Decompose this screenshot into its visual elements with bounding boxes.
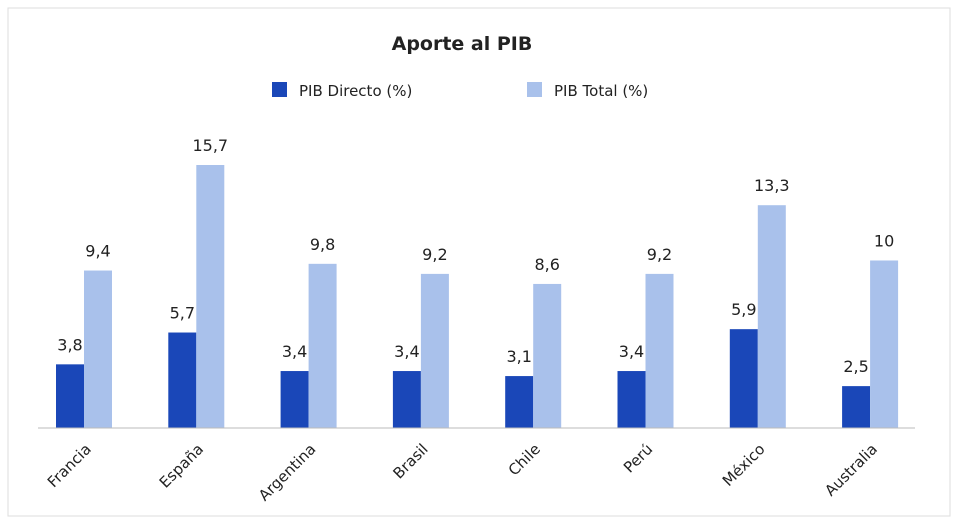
value-label: 3,1 — [506, 347, 531, 366]
x-tick-label: Argentina — [255, 440, 319, 504]
bar — [842, 386, 871, 428]
bar — [505, 376, 534, 428]
value-label: 13,3 — [754, 176, 790, 195]
legend-swatch — [272, 82, 287, 97]
x-tick-label: Chile — [505, 440, 544, 479]
bar — [870, 260, 899, 428]
value-label: 9,8 — [310, 235, 335, 254]
value-label: 5,7 — [170, 304, 195, 323]
value-label: 9,2 — [422, 245, 447, 264]
value-label: 15,7 — [192, 136, 228, 155]
value-label: 9,4 — [85, 242, 110, 261]
bar — [729, 329, 758, 428]
bar — [168, 332, 197, 428]
value-label: 3,4 — [394, 342, 419, 361]
bar — [617, 371, 646, 428]
x-tick-label: Francia — [44, 440, 95, 491]
bar — [392, 371, 421, 428]
value-label: 8,6 — [534, 255, 559, 274]
bar — [196, 165, 225, 428]
chart-frame — [7, 7, 951, 517]
value-label: 2,5 — [843, 357, 868, 376]
value-label: 3,4 — [619, 342, 644, 361]
chart-title: Aporte al PIB — [392, 33, 533, 55]
bar — [533, 283, 562, 428]
bar — [645, 273, 674, 428]
value-label: 9,2 — [647, 245, 672, 264]
x-tick-label: España — [156, 440, 207, 491]
value-label: 5,9 — [731, 300, 756, 319]
bar — [280, 371, 309, 428]
x-tick-label: Australia — [821, 440, 881, 500]
bar — [757, 205, 786, 428]
x-tick-label: México — [719, 440, 769, 490]
value-label: 10 — [874, 231, 894, 250]
bar — [308, 263, 337, 428]
x-tick-label: Perú — [620, 440, 656, 476]
bar — [56, 364, 84, 428]
legend-label: PIB Directo (%) — [299, 82, 412, 100]
x-tick-label: Brasil — [389, 440, 431, 482]
bar — [420, 273, 449, 428]
legend-label: PIB Total (%) — [554, 82, 648, 100]
legend-swatch — [527, 82, 542, 97]
value-label: 3,4 — [282, 342, 307, 361]
bar — [84, 270, 112, 428]
value-label: 3,8 — [57, 335, 82, 354]
